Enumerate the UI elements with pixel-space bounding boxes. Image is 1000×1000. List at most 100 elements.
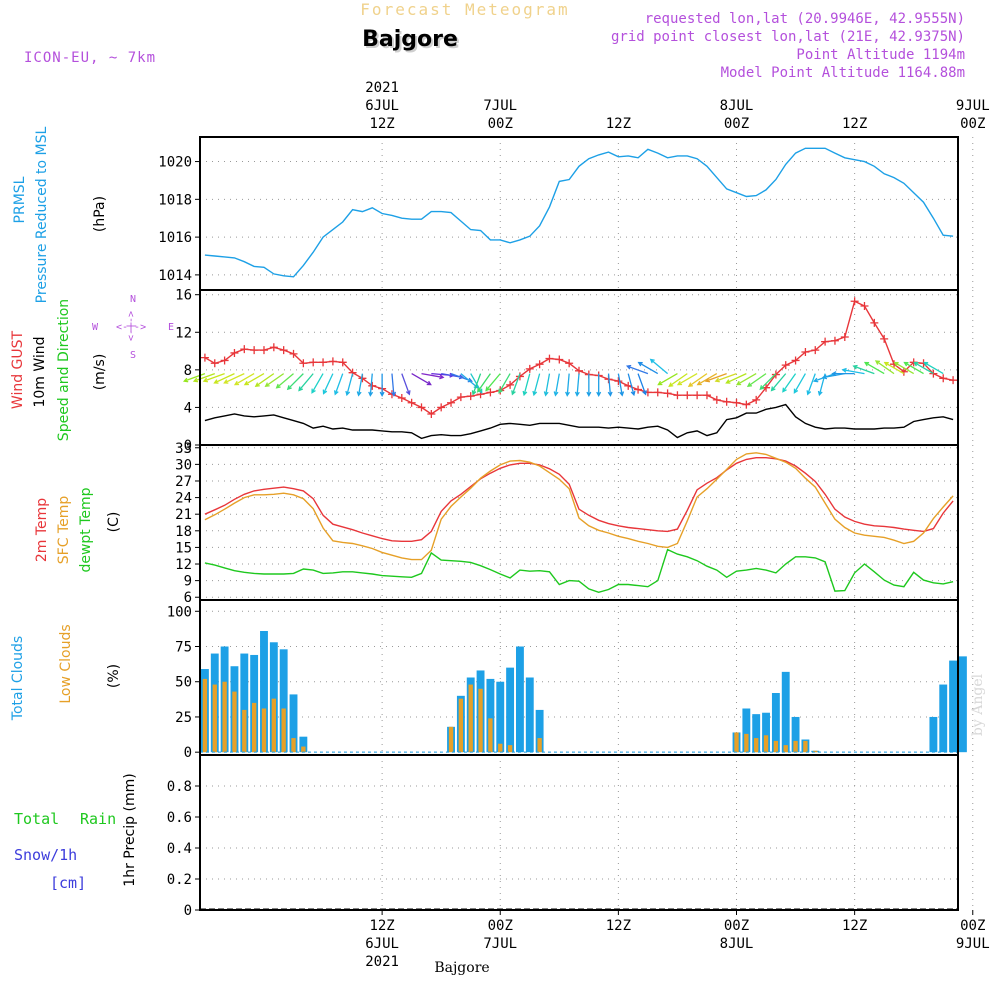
panel-frame bbox=[199, 136, 959, 291]
wind-arrow bbox=[759, 373, 777, 391]
bar-low-clouds bbox=[813, 750, 818, 753]
bar-low-clouds bbox=[251, 702, 257, 753]
prmsl-label: PRMSL bbox=[12, 176, 28, 223]
bottom-time-label: 12Z bbox=[369, 918, 394, 934]
wind-arrow bbox=[841, 367, 865, 375]
y-tick-label: 0 bbox=[184, 903, 192, 919]
wind-arrow bbox=[411, 373, 432, 386]
wind-arrow bbox=[379, 373, 385, 397]
requested-location: requested lon,lat (20.9946E, 42.9555N) bbox=[645, 11, 965, 27]
wind-arrow bbox=[333, 373, 344, 396]
bar-total-clouds bbox=[299, 736, 308, 753]
gust-marker bbox=[880, 334, 889, 343]
gust-marker bbox=[328, 357, 337, 366]
station-name: Bajgore bbox=[362, 27, 458, 52]
top-date-label: 7JUL bbox=[483, 98, 517, 114]
wind-arrow bbox=[311, 373, 324, 394]
series-dewpt-temp bbox=[204, 548, 954, 594]
bar-total-clouds bbox=[525, 677, 534, 753]
wind-arrow bbox=[903, 361, 924, 375]
y-tick-label: 12 bbox=[175, 325, 192, 341]
bar-low-clouds bbox=[448, 726, 454, 753]
bar-total-clouds bbox=[496, 681, 505, 753]
y-tick-label: 4 bbox=[184, 400, 192, 416]
gust-marker bbox=[456, 393, 465, 402]
wind-arrow bbox=[806, 373, 816, 396]
compass-w: W bbox=[92, 322, 99, 333]
wind-arrow bbox=[286, 373, 304, 391]
wind-arrow bbox=[477, 373, 491, 393]
panel-4: 0 25 50 75 100 bbox=[167, 599, 974, 761]
gust-marker bbox=[309, 358, 318, 367]
wind-arrow bbox=[793, 373, 806, 394]
y-tick-label: 18 bbox=[175, 524, 192, 540]
gust-marker bbox=[860, 301, 869, 310]
y-tick-label: 0 bbox=[184, 438, 192, 454]
gust-marker bbox=[200, 353, 209, 362]
gust-marker bbox=[506, 380, 515, 389]
bar-low-clouds bbox=[232, 691, 237, 753]
top-year-label: 2021 bbox=[365, 80, 399, 96]
bar-low-clouds bbox=[301, 746, 306, 753]
compass-ns-arrow: <-|-> bbox=[126, 311, 137, 341]
y-tick-label: 25 bbox=[175, 710, 192, 726]
model-name: ICON-EU, ~ 7km bbox=[24, 50, 156, 66]
series-2m-temp bbox=[204, 457, 954, 542]
bar-total-clouds bbox=[939, 684, 948, 753]
bar-total-clouds bbox=[240, 653, 249, 753]
wind-arrow bbox=[831, 371, 855, 377]
model-point-altitude: Model Point Altitude 1164.88m bbox=[721, 65, 965, 81]
gust-marker bbox=[939, 374, 948, 383]
gust-marker bbox=[663, 389, 672, 398]
wind-arrow bbox=[182, 372, 206, 383]
y-tick-label: 0.6 bbox=[167, 810, 192, 826]
bar-total-clouds bbox=[506, 667, 515, 753]
wind-arrow bbox=[852, 364, 875, 375]
wind-arrow bbox=[356, 373, 364, 397]
bottom-time-label: 12Z bbox=[606, 918, 631, 934]
gust-marker bbox=[752, 395, 761, 404]
low-clouds-label: Low Clouds bbox=[58, 624, 74, 703]
gust-marker bbox=[712, 395, 721, 404]
bottom-time-label: 12Z bbox=[842, 918, 867, 934]
gust-marker bbox=[929, 369, 938, 378]
wind-arrow bbox=[923, 361, 944, 375]
gust-marker bbox=[722, 397, 731, 406]
gust-marker bbox=[535, 360, 544, 369]
bar-low-clouds bbox=[507, 745, 513, 753]
gust-marker bbox=[230, 348, 239, 357]
top-time-label: 12Z bbox=[606, 116, 631, 132]
wind-arrow bbox=[254, 373, 275, 388]
gust-marker bbox=[575, 366, 583, 375]
gust-marker bbox=[781, 361, 790, 370]
bar-low-clouds bbox=[498, 743, 503, 753]
y-tick-label: 27 bbox=[175, 474, 192, 490]
gust-marker bbox=[634, 385, 643, 394]
temp-unit: (C) bbox=[106, 512, 122, 533]
wind-arrow bbox=[298, 373, 314, 392]
wind-arrow bbox=[725, 373, 747, 384]
y-tick-label: 1016 bbox=[158, 230, 192, 246]
series-10m-wind bbox=[204, 403, 954, 440]
wind-arrow bbox=[893, 361, 915, 375]
series-sfc-temp bbox=[204, 452, 954, 561]
bar-low-clouds bbox=[773, 740, 779, 753]
gust-marker bbox=[289, 349, 298, 358]
bar-low-clouds bbox=[783, 745, 788, 753]
wind-arrow bbox=[391, 373, 397, 397]
gust-marker bbox=[811, 346, 820, 355]
bar-total-clouds bbox=[762, 712, 770, 753]
point-altitude: Point Altitude 1194m bbox=[796, 47, 965, 63]
bar-low-clouds bbox=[202, 678, 208, 753]
compass-n: N bbox=[130, 294, 136, 305]
y-tick-label: 1018 bbox=[158, 192, 192, 208]
wind-arrow bbox=[223, 373, 245, 384]
gust-marker bbox=[614, 377, 623, 386]
gust-marker bbox=[319, 358, 328, 367]
gust-marker bbox=[397, 394, 406, 403]
gust-marker bbox=[771, 370, 780, 379]
bar-low-clouds bbox=[754, 738, 759, 753]
wind-arrow bbox=[233, 373, 255, 386]
wind-arrow bbox=[401, 373, 411, 396]
wind-arrow bbox=[522, 373, 531, 397]
